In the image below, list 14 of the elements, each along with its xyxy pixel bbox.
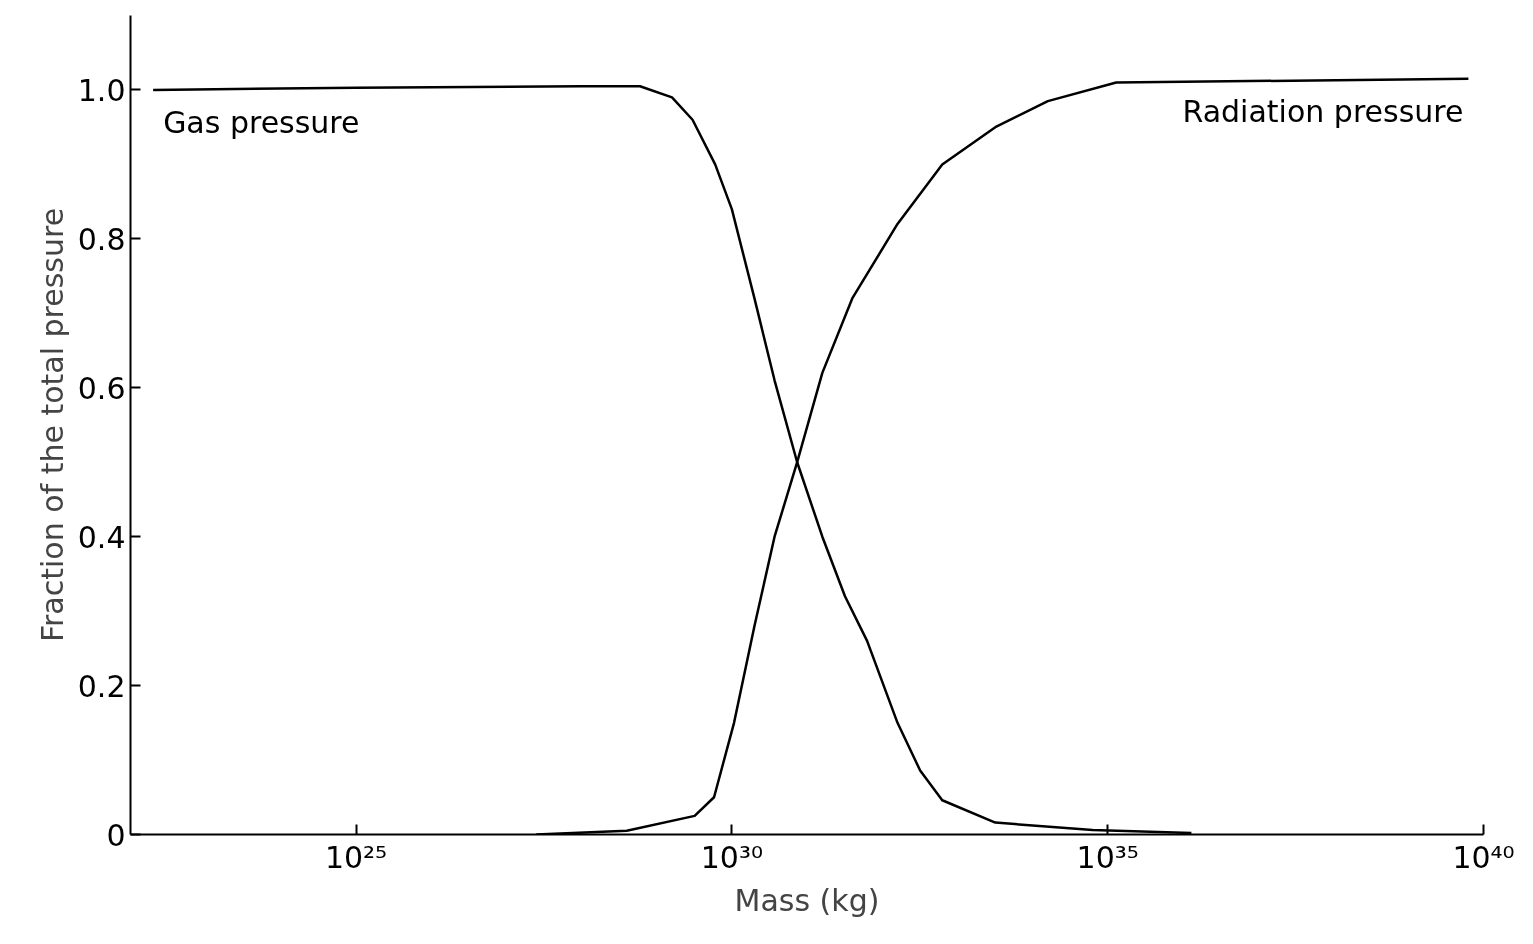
y-axis-title: Fraction of the total pressure xyxy=(34,207,70,643)
y-tick-label: 1.0 xyxy=(77,72,126,108)
series-label: Radiation pressure xyxy=(1182,93,1464,129)
x-tick-label: 10²⁵ xyxy=(324,839,388,875)
series-label: Gas pressure xyxy=(163,104,360,140)
y-tick-label: 0.2 xyxy=(77,668,126,704)
y-tick-label: 0.8 xyxy=(77,221,126,257)
x-tick-label: 10³⁰ xyxy=(700,839,763,875)
x-axis-title: Mass (kg) xyxy=(734,882,880,918)
y-tick-label: 0.4 xyxy=(77,519,126,555)
x-tick-label: 10³⁵ xyxy=(1076,839,1139,875)
y-tick-label: 0.6 xyxy=(77,370,126,406)
y-tick-label: 0 xyxy=(106,817,126,853)
x-tick-label: 10⁴⁰ xyxy=(1452,839,1515,875)
